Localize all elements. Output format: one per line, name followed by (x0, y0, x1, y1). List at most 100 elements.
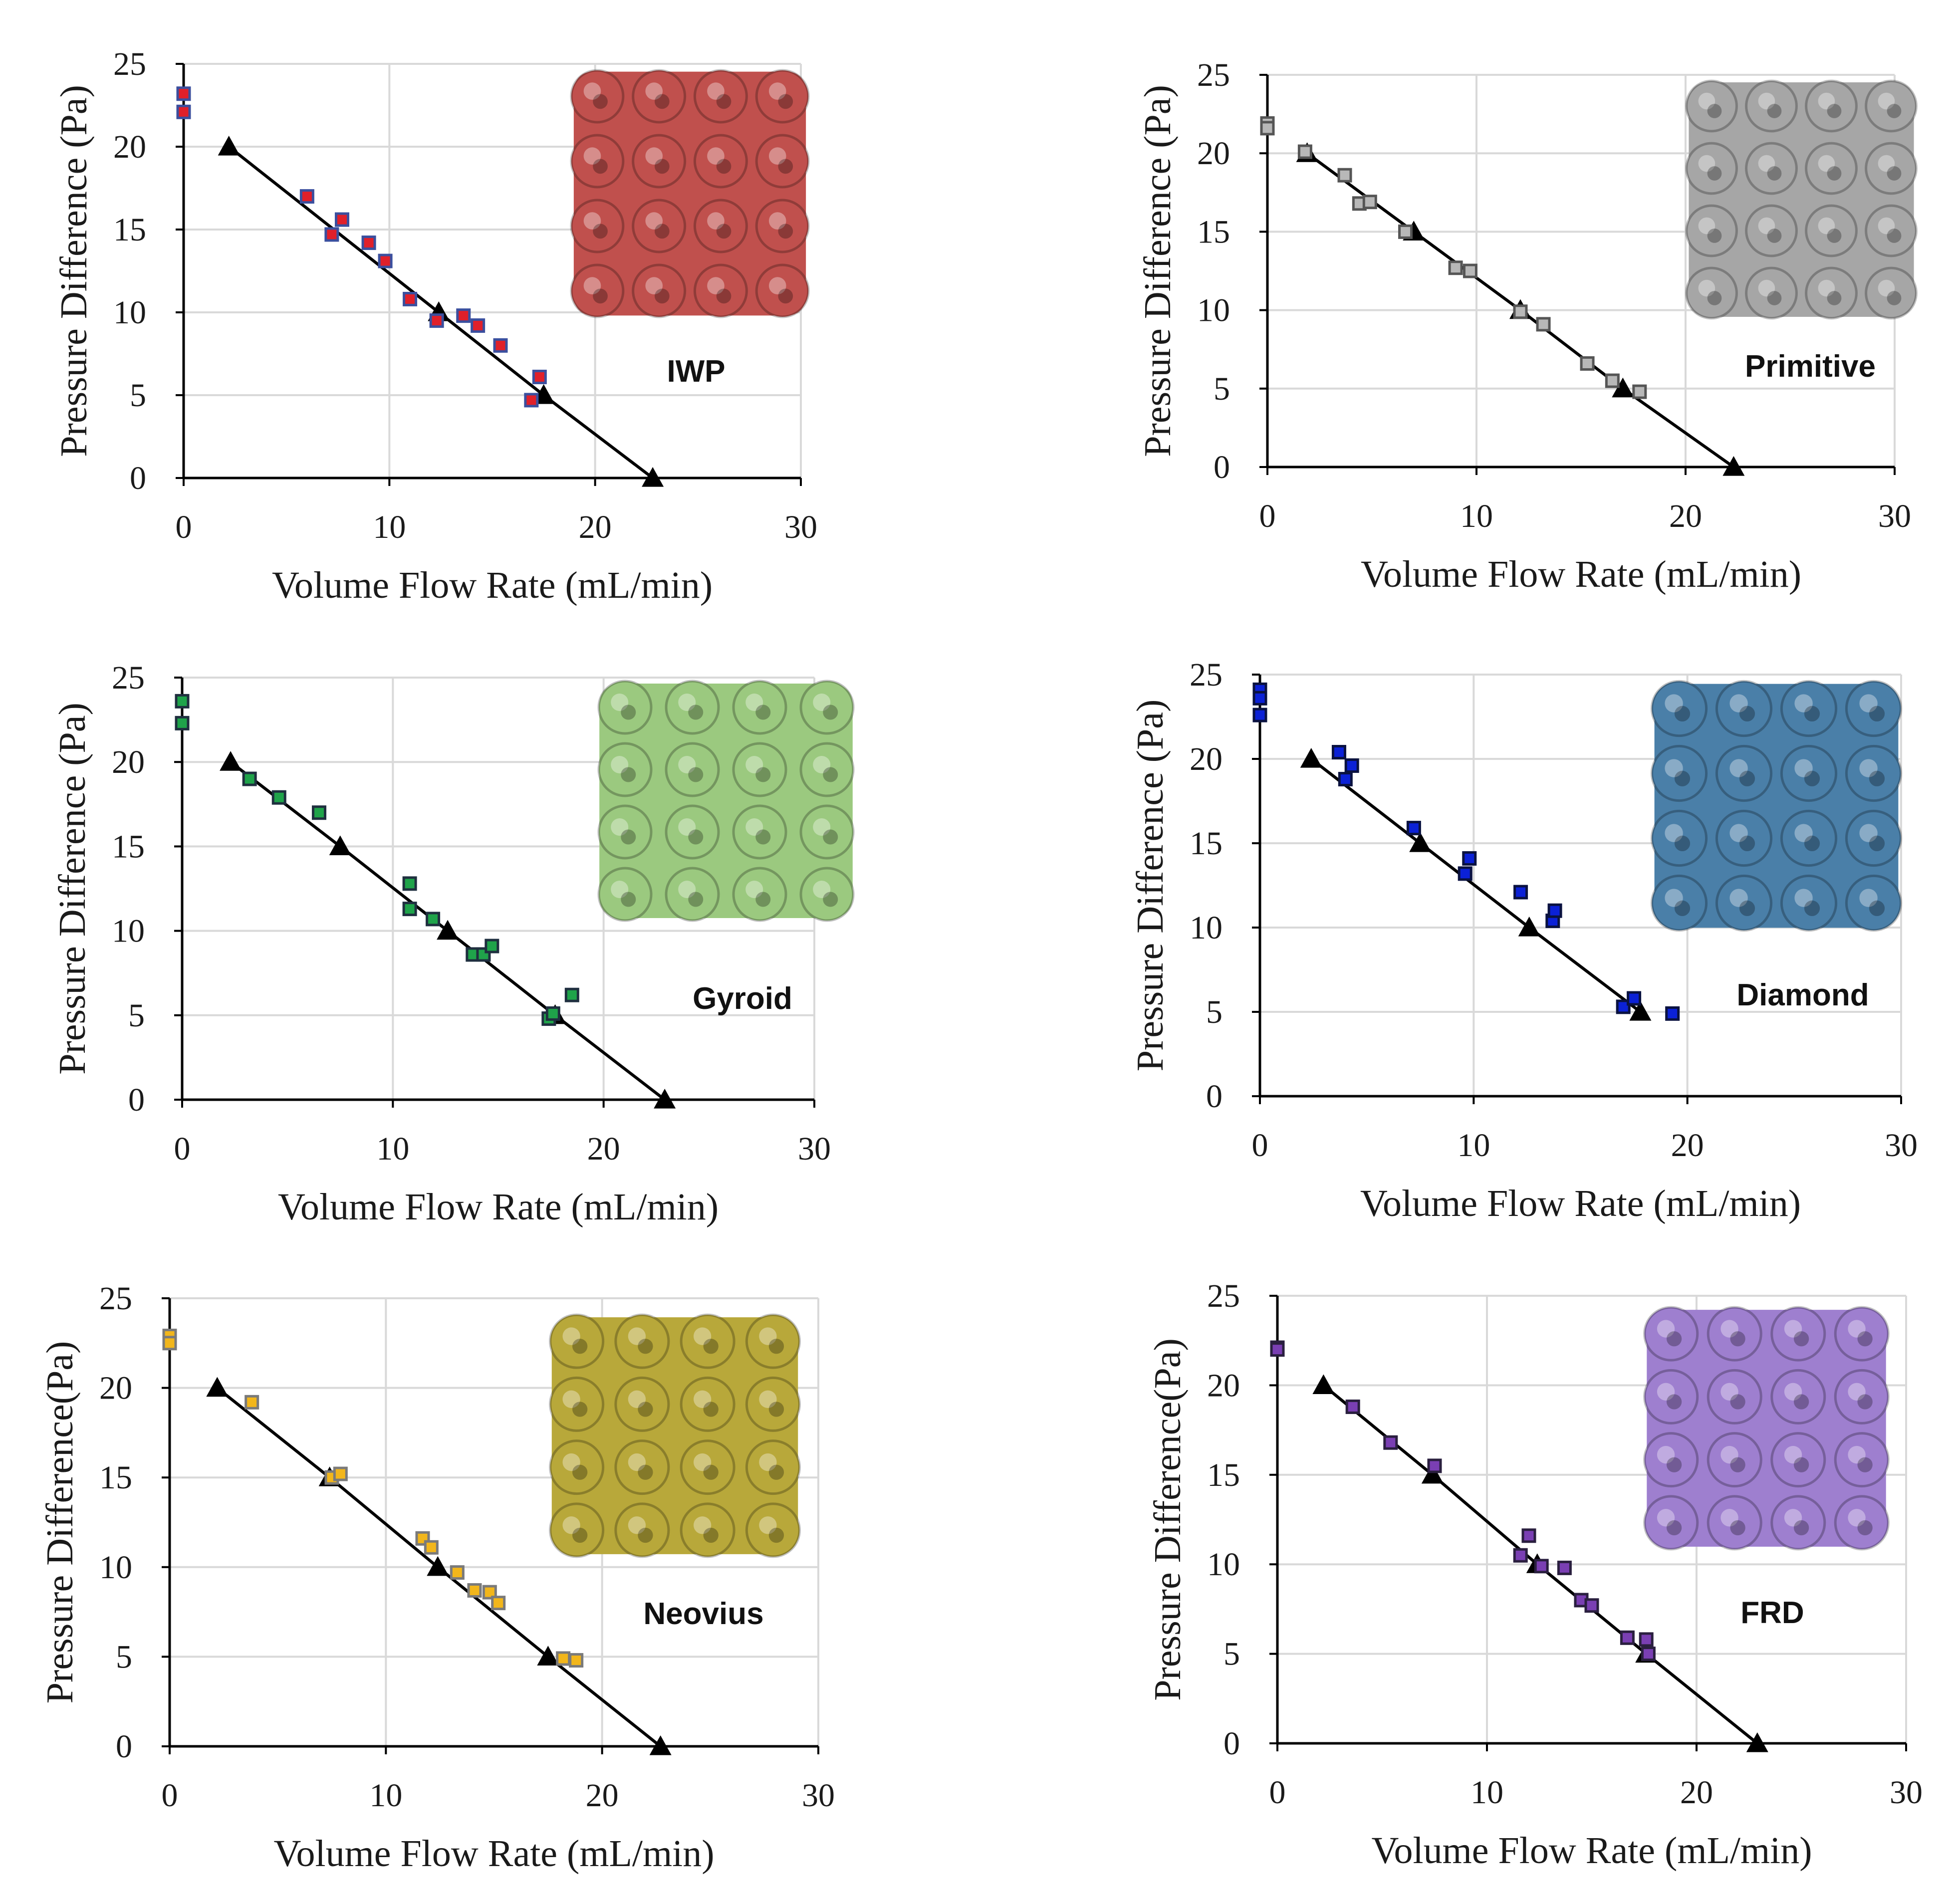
data-point (1627, 991, 1642, 1006)
structure-highlight (1848, 1383, 1866, 1401)
x-tick-label: 20 (1671, 1127, 1704, 1164)
structure-highlight (707, 82, 725, 100)
y-tick-label: 20 (1207, 1367, 1240, 1404)
y-tick-label: 0 (128, 1082, 145, 1118)
data-point (361, 236, 376, 250)
data-point (1521, 1528, 1536, 1543)
y-tick-label: 20 (113, 129, 146, 165)
data-point (491, 1596, 506, 1611)
structure-pore (703, 1527, 719, 1543)
structure-highlight (768, 212, 786, 230)
structure-cell (597, 680, 653, 735)
data-point (1580, 356, 1595, 371)
y-tick-label: 25 (1207, 1278, 1240, 1314)
structure-pore (1857, 1520, 1873, 1536)
fit-point-marker (329, 835, 351, 855)
structure-pore (1767, 104, 1782, 118)
structure-cell (693, 199, 748, 253)
structure-cell (614, 1502, 670, 1558)
structure-highlight (562, 1327, 580, 1345)
fit-point-marker (642, 467, 664, 487)
data-point (1270, 1342, 1285, 1357)
structure-highlight (1859, 694, 1878, 713)
structure-cell (597, 804, 653, 860)
data-point (402, 876, 417, 891)
structure-name: Gyroid (693, 981, 792, 1016)
structure-cell (597, 867, 653, 922)
structure-highlight (583, 277, 601, 294)
structure-pore (703, 1464, 719, 1480)
x-axis-title: Volume Flow Rate (mL/min) (1361, 553, 1801, 595)
data-point (334, 212, 349, 227)
y-tick-label: 10 (1190, 910, 1223, 946)
y-tick-label: 0 (116, 1728, 132, 1765)
structure-cell (549, 1502, 605, 1558)
structure-highlight (1794, 759, 1813, 777)
fit-point-marker (649, 1735, 672, 1755)
structure-highlight (678, 694, 696, 711)
structure-pore (638, 1339, 653, 1354)
structure-pore (654, 94, 670, 109)
structure-cell (680, 1313, 735, 1369)
structure-cell (1834, 1432, 1890, 1488)
data-point (312, 805, 327, 820)
structure-cell (570, 199, 625, 253)
data-point (471, 318, 486, 333)
structure-cell (1805, 142, 1858, 195)
data-point (1406, 821, 1421, 836)
structure-highlight (611, 881, 629, 898)
y-tick-label: 10 (112, 913, 145, 950)
fit-point-marker (1312, 1374, 1335, 1394)
structure-pore (1804, 770, 1820, 786)
structure-highlight (1665, 759, 1683, 777)
data-point (1398, 224, 1413, 239)
structure-highlight (628, 1453, 646, 1471)
structure-cell (755, 199, 810, 253)
structure-pore (1739, 770, 1755, 786)
y-tick-label: 20 (112, 744, 145, 780)
structure-highlight (1794, 824, 1813, 842)
structure-cell (1845, 680, 1903, 737)
fit-point-marker (537, 1646, 559, 1666)
structure-highlight (1665, 694, 1683, 713)
structure-highlight (745, 818, 763, 836)
fit-point-marker (218, 136, 240, 156)
structure-cell (632, 199, 687, 253)
structure-cell (693, 263, 748, 318)
data-point (176, 104, 191, 119)
structure-highlight (1657, 1320, 1675, 1338)
structure-cell (665, 742, 720, 797)
structure-cell (680, 1502, 735, 1558)
data-point (524, 393, 539, 408)
structure-pore (1869, 770, 1885, 786)
structure-cell (1770, 1495, 1826, 1551)
fit-point-marker (1746, 1732, 1768, 1752)
structure-cell (1685, 142, 1738, 195)
y-axis-title: Pressure Difference (Pa) (53, 85, 95, 457)
fit-point-marker (1518, 917, 1540, 937)
structure-cell (1707, 1306, 1762, 1362)
x-tick-label: 0 (174, 1131, 191, 1167)
data-point (1463, 263, 1477, 278)
y-tick-label: 10 (113, 294, 146, 331)
structure-highlight (645, 82, 663, 100)
structure-highlight (1657, 1383, 1675, 1401)
structure-pore (1707, 104, 1722, 118)
y-tick-label: 20 (99, 1370, 132, 1407)
structure-pore (823, 829, 838, 845)
y-tick-label: 25 (113, 46, 146, 82)
structure-highlight (628, 1516, 646, 1534)
structure-highlight (768, 82, 786, 100)
structure-pore (688, 767, 704, 782)
structure-cell (1643, 1432, 1699, 1488)
structure-highlight (611, 818, 629, 836)
structure-cell (1865, 79, 1918, 133)
structure-pore (593, 94, 608, 109)
structure-cell (1685, 79, 1738, 133)
data-point (1547, 903, 1562, 918)
x-tick-label: 30 (798, 1131, 831, 1167)
structure-pore (1666, 1520, 1682, 1536)
structure-cell (1715, 680, 1773, 737)
structure-cell (570, 69, 625, 124)
structure-cell (745, 1439, 801, 1495)
